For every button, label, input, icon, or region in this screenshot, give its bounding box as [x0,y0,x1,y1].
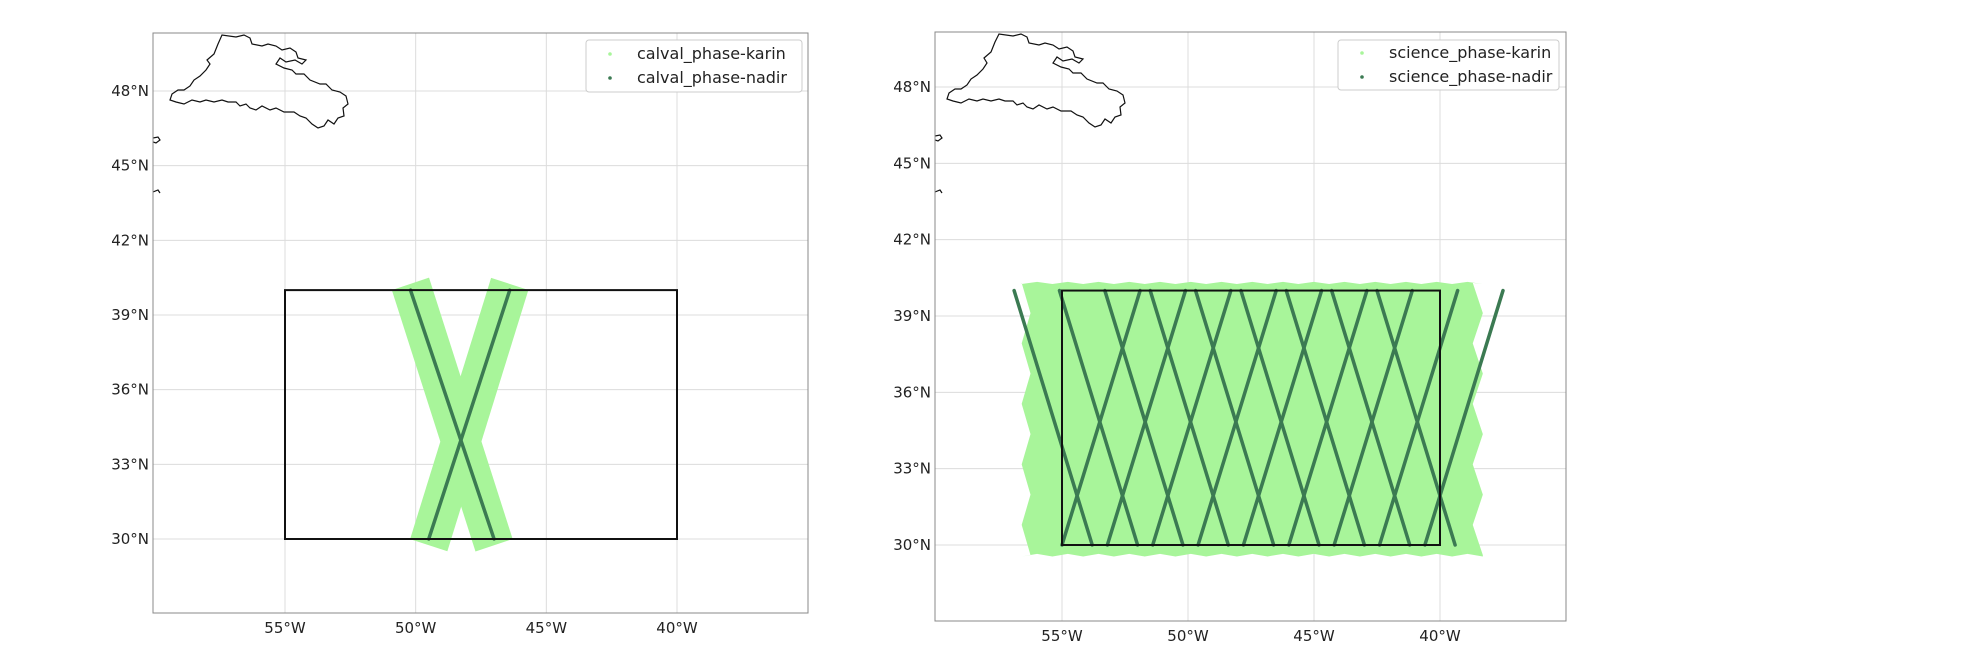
nova-scotia-coast-2 [935,189,943,194]
calval-legend: calval_phase-karin calval_phase-nadir [585,39,803,93]
lat-tick-label: 42°N [893,231,931,249]
nadir-track [1287,288,1369,547]
science-map: 55°W 50°W 45°W 40°W 30°N 33°N 36°N 39°N 42°N 45°… [893,31,1567,645]
nova-scotia-coast [935,134,943,142]
nadir-track [1012,288,1094,547]
lat-tick-label: 39°N [111,306,149,324]
science-legend-nadir-label: science_phase-nadir [1389,67,1553,87]
calval-legend-karin-label: calval_phase-karin [637,44,786,64]
calval-map-frame [152,32,809,614]
lat-tick-label: 33°N [893,460,931,478]
lat-tick-label: 42°N [111,231,149,249]
lon-tick-label: 55°W [264,619,306,637]
science-legend: science_phase-karin science_phase-nadir [1337,39,1560,91]
lat-tick-label: 39°N [893,307,931,325]
science-karin-swaths [1021,281,1483,557]
nadir-track [1241,288,1324,547]
nadir-track [1103,288,1185,547]
lat-tick-label: 36°N [893,383,931,401]
lon-tick-label: 50°W [395,619,437,637]
lat-tick-label: 48°N [893,78,931,96]
nova-scotia-coast [153,136,161,144]
lat-tick-label: 30°N [111,530,149,548]
science-region-box [1061,289,1441,546]
nadir-track [408,288,496,541]
newfoundland-coast [169,34,349,129]
calval-legend-box [585,39,803,93]
lon-tick-label: 45°W [526,619,568,637]
science-legend-nadir-marker [1360,75,1364,79]
lon-tick-label: 50°W [1167,627,1209,645]
nova-scotia-coast-2 [153,189,161,194]
nadir-track [1196,288,1278,547]
science-map-frame [934,31,1567,622]
calval-nadir-tracks [408,288,512,541]
calval-legend-nadir-label: calval_phase-nadir [637,68,787,88]
nadir-track [1329,288,1412,547]
nadir-track [1150,288,1233,547]
calval-legend-nadir-marker [608,76,612,80]
science-legend-box [1337,39,1560,91]
calval-legend-karin-marker [608,52,612,56]
karin-swath [1021,281,1483,557]
science-legend-karin-label: science_phase-karin [1389,43,1551,63]
nadir-track [1375,288,1457,547]
lon-tick-label: 45°W [1293,627,1335,645]
lat-tick-label: 45°N [893,154,931,172]
lat-tick-label: 30°N [893,536,931,554]
nadir-track [1239,288,1321,547]
lat-tick-label: 36°N [111,381,149,399]
science-nadir-tracks [1012,288,1505,547]
science-coastline [935,33,1126,194]
nadir-track [1057,288,1140,547]
science-legend-karin-marker [1360,51,1364,55]
nadir-track [1060,288,1142,547]
calval-coastline [153,34,349,194]
lon-tick-label: 55°W [1041,627,1083,645]
science-lat-ticks: 30°N 33°N 36°N 39°N 42°N 45°N 48°N [893,78,931,554]
newfoundland-coast [946,33,1126,128]
lat-tick-label: 45°N [111,157,149,175]
nadir-track [1284,288,1367,547]
lon-tick-label: 40°W [656,619,698,637]
nadir-track [426,288,512,541]
nadir-track [1332,288,1415,547]
calval-lat-ticks: 30°N 33°N 36°N 39°N 42°N 45°N 48°N [111,82,149,548]
lat-tick-label: 48°N [111,82,149,100]
lon-tick-label: 40°W [1419,627,1461,645]
nadir-track [1423,288,1505,547]
nadir-track [1105,288,1188,547]
lat-tick-label: 33°N [111,455,149,473]
calval-region-box [284,289,678,540]
calval-map: 55°W 50°W 45°W 40°W 30°N 33°N 36°N 39°N 42°N 45°… [111,32,809,637]
science-lon-ticks: 55°W 50°W 45°W 40°W [1041,627,1461,645]
nadir-track [1193,288,1276,547]
nadir-track [1148,288,1231,547]
calval-lon-ticks: 55°W 50°W 45°W 40°W [264,619,698,637]
nadir-track [1377,288,1460,547]
